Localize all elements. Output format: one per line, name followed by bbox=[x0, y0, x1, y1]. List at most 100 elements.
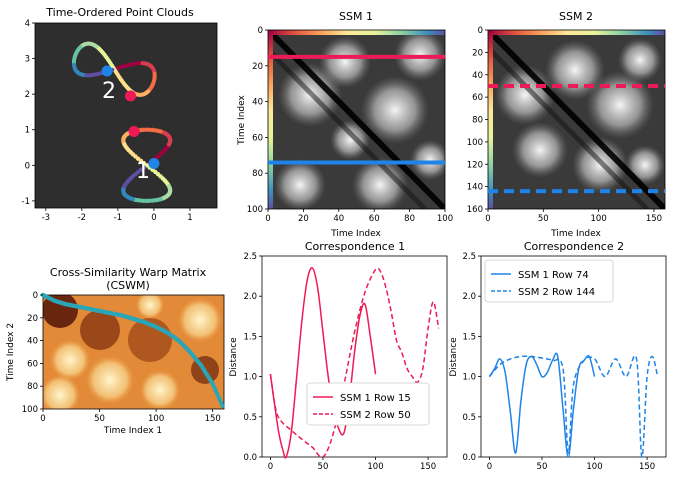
cloud-1-label: 1 bbox=[136, 159, 150, 184]
corr1-ytick-label: 0.5 bbox=[243, 413, 257, 423]
corr2-series-1-line bbox=[488, 352, 596, 458]
corr1-series-2-line bbox=[269, 267, 440, 459]
ssm1-highlight-rows bbox=[268, 54, 445, 165]
corr2-ytick-label: 0.5 bbox=[462, 413, 476, 423]
ssm1-heatmap bbox=[268, 30, 445, 209]
ssm1-xtick-label: 20 bbox=[298, 214, 309, 224]
pointclouds-ytick-label: 2 bbox=[25, 90, 30, 100]
pointclouds-points bbox=[71, 41, 173, 204]
pointclouds-xtick-label: -3 bbox=[42, 213, 50, 223]
cswm-ytick-label: 20 bbox=[27, 314, 38, 324]
ssm1-xtick-label: 60 bbox=[369, 214, 380, 224]
cswm-warp-path bbox=[40, 292, 225, 409]
pointclouds-xtick-label: -1 bbox=[114, 213, 122, 223]
corr1-xtick-label: 150 bbox=[420, 462, 436, 472]
ssm2-ytick-label: 60 bbox=[472, 93, 483, 103]
corr2-ytick-label: 2.0 bbox=[462, 292, 476, 302]
corr1-ytick-label: 0.0 bbox=[243, 453, 257, 463]
ssm1-ytick-label: 40 bbox=[252, 98, 263, 108]
pointclouds-ytick-label: 0 bbox=[25, 161, 30, 171]
cswm-ytick-label: 60 bbox=[27, 359, 38, 369]
ssm1-ytick-label: 80 bbox=[252, 169, 263, 179]
ssm2-title: SSM 2 bbox=[559, 10, 593, 23]
cswm-title: Cross-Similarity Warp Matrix bbox=[50, 266, 207, 279]
ssm1-ylabel: Time Index bbox=[237, 94, 247, 145]
corr1-lines bbox=[269, 267, 440, 459]
corr2-xtick-label: 100 bbox=[586, 462, 602, 472]
cswm-heatmap bbox=[43, 295, 224, 409]
cswm-xtick-label: 50 bbox=[94, 414, 105, 424]
pointclouds-axes: -3 -2 -1 0 1 -1 0 1 2 3 4 bbox=[22, 19, 193, 223]
ssm2-highlight-rows bbox=[488, 83, 665, 194]
corr2-ytick-label: 2.5 bbox=[462, 252, 476, 262]
corr1-xtick-label: 50 bbox=[318, 462, 329, 472]
pointclouds-ytick-label: 3 bbox=[25, 55, 30, 65]
highlight-point bbox=[128, 126, 140, 138]
cloud-2-label: 2 bbox=[102, 79, 116, 104]
cswm-ytick-label: 100 bbox=[22, 405, 38, 415]
highlight-point bbox=[125, 90, 137, 102]
cswm-xtick-label: 150 bbox=[205, 414, 221, 424]
cswm-ytick-label: 40 bbox=[27, 337, 38, 347]
pointclouds-plot-area bbox=[34, 22, 218, 209]
pointclouds-title: Time-Ordered Point Clouds bbox=[45, 6, 194, 19]
corr1-ytick-label: 2.0 bbox=[243, 292, 257, 302]
ssm1-xtick-label: 100 bbox=[437, 214, 453, 224]
corr1-series-1-line bbox=[269, 267, 377, 459]
corr1-xtick-label: 0 bbox=[268, 462, 273, 472]
ssm2-ytick-label: 80 bbox=[472, 116, 483, 126]
cswm-axes: 0 50 100 150 0 20 40 60 80 100 bbox=[22, 291, 221, 424]
corr2-legend-series-2: SSM 2 Row 144 bbox=[518, 287, 595, 298]
ssm1-xtick-label: 0 bbox=[265, 214, 270, 224]
ssm1-xlabel: Time Index bbox=[330, 229, 381, 239]
pointclouds-ytick-label: 1 bbox=[25, 126, 30, 136]
corr2-series-2-line bbox=[488, 355, 659, 458]
ssm1-title: SSM 1 bbox=[339, 10, 373, 23]
corr2-ytick-label: 1.0 bbox=[462, 373, 476, 383]
corr1-ytick-label: 1.0 bbox=[243, 373, 257, 383]
cswm-xtick-label: 0 bbox=[40, 414, 45, 424]
corr2-ytick-label: 0.0 bbox=[462, 453, 476, 463]
ssm1-xtick-label: 80 bbox=[404, 214, 415, 224]
pointclouds-xtick-label: -2 bbox=[78, 213, 86, 223]
ssm2-xtick-label: 100 bbox=[591, 214, 607, 224]
ssm1-ytick-label: 100 bbox=[247, 205, 263, 215]
cswm-xtick-label: 100 bbox=[148, 414, 164, 424]
corr1-legend-series-2: SSM 2 Row 50 bbox=[340, 410, 411, 421]
ssm1-xtick-label: 40 bbox=[333, 214, 344, 224]
corr2-panel: Correspondence 2 0 50 100 150 0.0 0.5 1.0 1.5 2.… bbox=[449, 240, 667, 472]
corr1-panel: Correspondence 1 0 50 100 150 0.0 0.5 1.0 1.5 2.… bbox=[229, 240, 448, 472]
pointclouds-ytick-label: -1 bbox=[22, 197, 30, 207]
corr2-xtick-label: 50 bbox=[537, 462, 548, 472]
corr1-axes: 0 50 100 150 0.0 0.5 1.0 1.5 2.0 2.5 bbox=[243, 252, 436, 472]
corr1-ytick-label: 2.5 bbox=[243, 252, 257, 262]
ssm2-xtick-label: 150 bbox=[646, 214, 662, 224]
pointclouds-xtick-label: 0 bbox=[151, 213, 156, 223]
highlight-point bbox=[101, 65, 113, 77]
cswm-subtitle: (CSWM) bbox=[106, 279, 150, 292]
ssm2-ytick-label: 20 bbox=[472, 48, 483, 58]
ssm1-ytick-label: 60 bbox=[252, 133, 263, 143]
ssm2-xlabel: Time Index bbox=[550, 229, 601, 239]
ssm2-heatmap bbox=[488, 30, 665, 209]
corr2-title: Correspondence 2 bbox=[524, 240, 624, 253]
cswm-ylabel: Time Index 2 bbox=[6, 323, 16, 382]
ssm2-ytick-label: 0 bbox=[478, 26, 483, 36]
corr1-ylabel: Distance bbox=[229, 337, 239, 377]
ssm2-axes: 0 50 100 150 0 20 40 60 80 100 120 140 160 bbox=[467, 26, 662, 224]
corr1-title: Correspondence 1 bbox=[305, 240, 405, 253]
ssm2-ytick-label: 100 bbox=[467, 138, 483, 148]
cloud-1-point bbox=[141, 165, 146, 170]
cswm-ytick-label: 0 bbox=[33, 291, 38, 301]
cswm-panel: Cross-Similarity Warp Matrix (CSWM) 0 50 1… bbox=[6, 266, 225, 436]
ssm2-xtick-label: 0 bbox=[485, 214, 490, 224]
corr2-lines bbox=[488, 352, 659, 458]
corr1-legend: SSM 1 Row 15 SSM 2 Row 50 bbox=[306, 382, 430, 426]
corr2-ytick-label: 1.5 bbox=[462, 332, 476, 342]
corr2-ylabel: Distance bbox=[449, 337, 459, 377]
ssm2-ytick-label: 160 bbox=[467, 205, 483, 215]
ssm1-ytick-label: 20 bbox=[252, 62, 263, 72]
corr2-legend-series-1: SSM 1 Row 74 bbox=[518, 270, 589, 281]
